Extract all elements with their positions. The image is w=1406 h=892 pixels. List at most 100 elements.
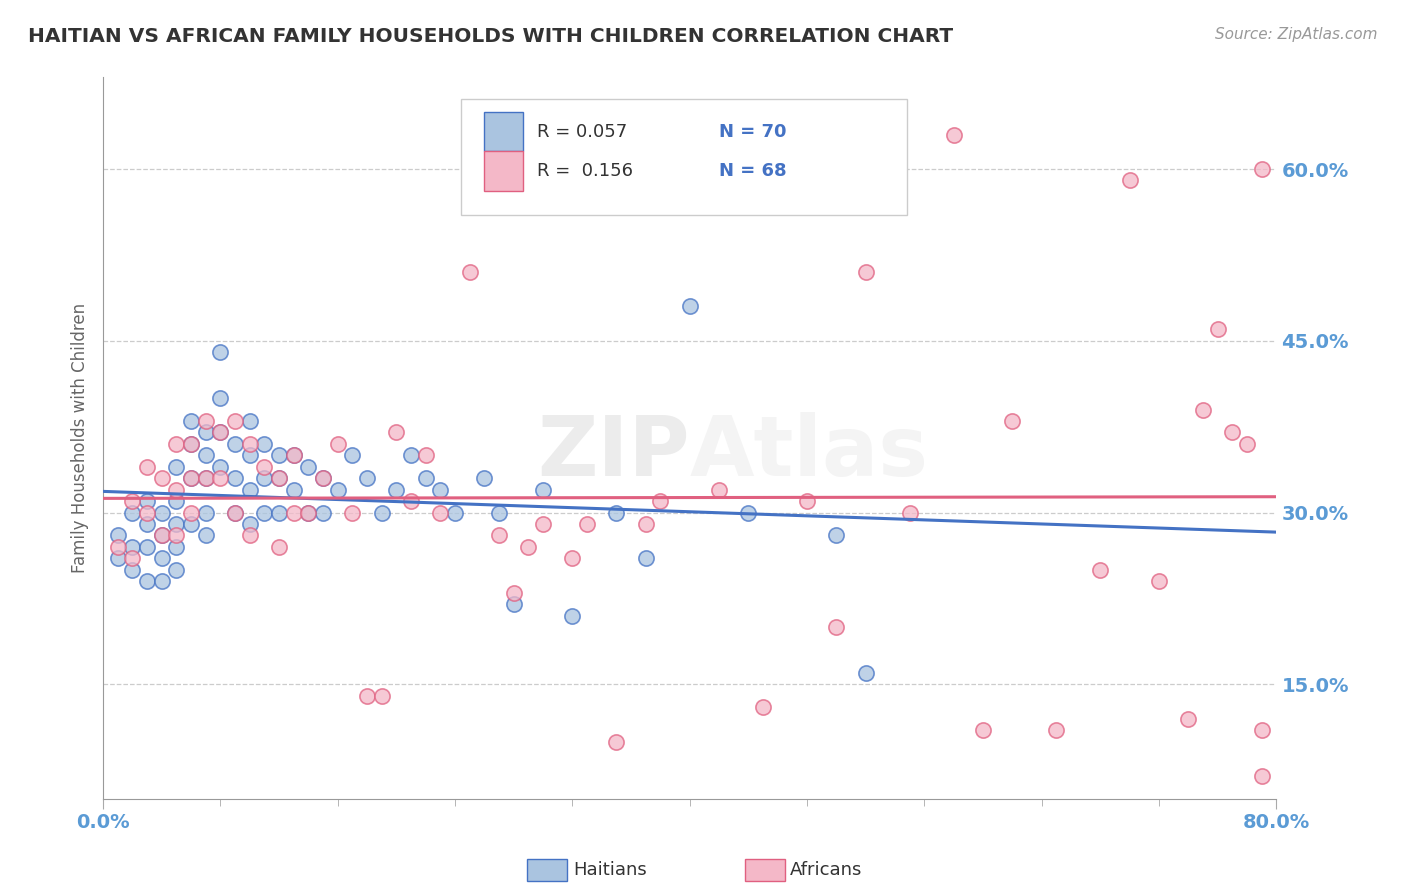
Point [269,540,291,554]
FancyBboxPatch shape [485,152,523,191]
Point [224,471,246,485]
Point [576,516,599,531]
Point [180,471,202,485]
Point [458,265,481,279]
Point [166,528,188,542]
Point [1177,712,1199,726]
Point [855,665,877,680]
Point [342,506,364,520]
Point [121,551,143,566]
Point [136,459,159,474]
Point [312,471,335,485]
Point [166,483,188,497]
Point [121,506,143,520]
Point [253,459,276,474]
Point [283,506,305,520]
Point [180,516,202,531]
Point [239,528,262,542]
Point [239,483,262,497]
Point [634,551,657,566]
Point [224,506,246,520]
Point [180,437,202,451]
Point [239,437,262,451]
Point [855,265,877,279]
FancyBboxPatch shape [485,112,523,152]
Point [531,483,554,497]
Point [209,345,232,359]
Point [825,528,848,542]
Point [942,128,965,142]
Point [399,448,422,462]
Text: Africans: Africans [790,861,862,879]
Point [1250,162,1272,177]
Y-axis label: Family Households with Children: Family Households with Children [72,303,89,574]
Point [180,437,202,451]
Point [209,391,232,405]
Point [180,471,202,485]
Point [283,448,305,462]
Point [224,437,246,451]
Point [136,516,159,531]
Point [150,471,173,485]
Point [194,471,217,485]
Point [561,551,583,566]
Point [239,448,262,462]
Point [972,723,994,738]
Point [136,494,159,508]
Point [326,437,349,451]
Point [136,506,159,520]
Point [269,448,291,462]
Point [429,483,451,497]
Point [474,471,496,485]
Point [488,506,510,520]
Point [150,528,173,542]
Point [415,471,437,485]
Point [194,448,217,462]
Point [517,540,540,554]
Point [444,506,467,520]
Point [399,494,422,508]
Point [561,608,583,623]
Point [679,128,702,142]
Point [297,459,319,474]
Point [194,506,217,520]
Point [679,300,702,314]
Point [1250,769,1272,783]
Point [1222,425,1244,440]
Point [150,528,173,542]
Point [239,516,262,531]
Point [312,471,335,485]
Point [224,414,246,428]
Point [209,471,232,485]
Point [429,506,451,520]
Point [194,528,217,542]
Point [136,540,159,554]
Point [1045,723,1067,738]
Point [371,689,394,703]
Point [707,483,730,497]
Point [356,689,378,703]
Point [136,574,159,589]
Point [166,459,188,474]
Point [239,414,262,428]
Point [898,506,921,520]
Point [269,471,291,485]
FancyBboxPatch shape [461,99,907,214]
Point [796,494,818,508]
Point [502,597,524,611]
Text: Atlas: Atlas [690,412,929,493]
Point [385,483,408,497]
Point [1206,322,1229,336]
Point [737,506,759,520]
Point [150,574,173,589]
Point [605,734,627,748]
Text: N = 68: N = 68 [718,162,787,180]
Point [650,494,672,508]
Point [312,506,335,520]
Point [224,506,246,520]
Point [166,563,188,577]
Point [502,585,524,599]
Point [180,506,202,520]
Point [342,448,364,462]
Point [209,425,232,440]
